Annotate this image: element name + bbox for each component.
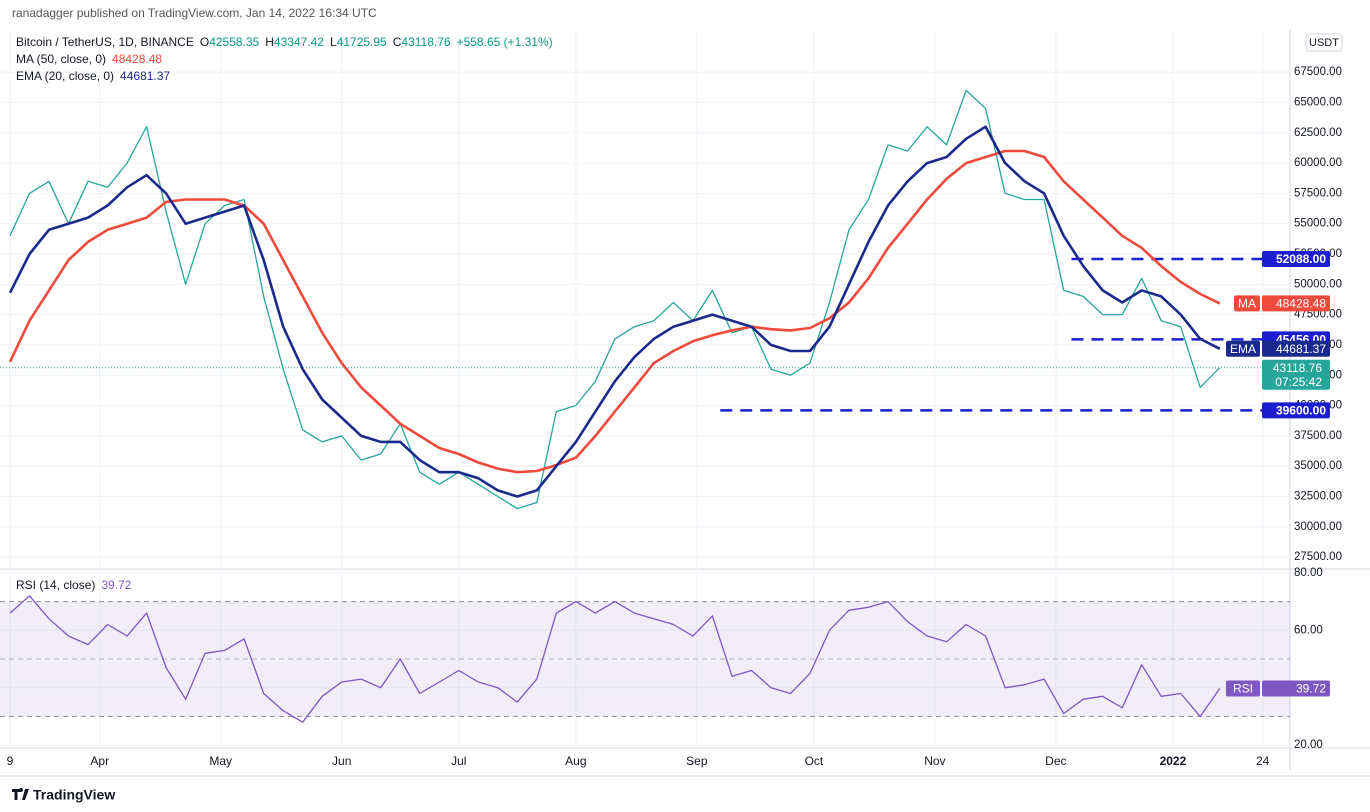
level-label: 39600.00 <box>1276 404 1326 418</box>
change: +558.65 (+1.31%) <box>456 35 553 49</box>
y-tick-label: 30000.00 <box>1294 521 1342 533</box>
y-tick-label: 62500.00 <box>1294 127 1342 139</box>
indicator-name: RSI (14, close) <box>16 578 96 592</box>
ma-legend: MA (50, close, 0) 48428.48 <box>16 52 166 66</box>
x-tick-label: Aug <box>565 754 586 768</box>
y-tick-label: 35000.00 <box>1294 460 1342 472</box>
ohlc-key: L <box>329 35 337 49</box>
value-badge <box>1262 680 1330 697</box>
x-tick-label: Jul <box>451 754 466 768</box>
published-note: ranadagger published on TradingView.com,… <box>12 6 377 20</box>
x-tick-label: Dec <box>1045 754 1066 768</box>
y-tick-label: 80.00 <box>1294 567 1323 579</box>
y-tick-label: 47500.00 <box>1294 309 1342 321</box>
ohlc-key: O <box>199 35 210 49</box>
y-tick-label: 50000.00 <box>1294 278 1342 290</box>
series-line <box>8 149 1221 474</box>
x-tick-label: 9 <box>7 754 14 768</box>
indicator-name: MA (50, close, 0) <box>16 52 107 66</box>
countdown: 07:25:42 <box>1275 375 1322 389</box>
x-tick-label: 2022 <box>1160 754 1187 768</box>
ohlc-key: C <box>392 35 402 49</box>
series-line <box>9 595 1221 723</box>
tag-badge <box>1226 340 1260 357</box>
ema-legend: EMA (20, close, 0) 44681.37 <box>16 69 174 83</box>
x-tick-label: Oct <box>805 754 824 768</box>
indicator-value: 44681.37 <box>120 69 171 83</box>
y-tick-label: 20.00 <box>1294 739 1323 751</box>
currency-label: USDT <box>1309 37 1339 49</box>
y-tick-label: 60000.00 <box>1294 157 1342 169</box>
y-tick-label: 60.00 <box>1294 624 1323 636</box>
price-label: 43118.76 <box>1273 361 1322 375</box>
price-badge <box>1262 359 1330 390</box>
value-badge <box>1262 340 1330 357</box>
tag-label: EMA <box>1230 342 1256 356</box>
y-tick-label: 57500.00 <box>1294 187 1342 199</box>
y-tick-label: 65000.00 <box>1294 96 1342 108</box>
y-tick-label: 37500.00 <box>1294 430 1342 442</box>
chart-title: Bitcoin / TetherUS, 1D, BINANCE <box>16 35 194 49</box>
y-tick-label: 32500.00 <box>1294 491 1342 503</box>
indicator-value: 48428.48 <box>112 52 163 66</box>
brand-logo <box>12 788 29 800</box>
indicator-value: 39.72 <box>101 578 132 592</box>
tag-label: RSI <box>1233 682 1253 696</box>
price-legend: Bitcoin / TetherUS, 1D, BINANCE O42558.35… <box>16 35 557 49</box>
y-tick-label: 55000.00 <box>1294 218 1342 230</box>
currency-box <box>1305 33 1343 52</box>
x-tick-label: Jun <box>332 754 351 768</box>
series-line <box>9 89 1221 510</box>
value-label: 39.72 <box>1296 682 1326 696</box>
ohlc-key: H <box>265 35 274 49</box>
level-label: 52088.00 <box>1276 252 1326 266</box>
tag-badge <box>1226 680 1260 697</box>
x-tick-label: Sep <box>686 754 708 768</box>
level-badge <box>1262 402 1330 419</box>
value-label: 44681.37 <box>1276 342 1326 356</box>
y-tick-label: 67500.00 <box>1294 66 1342 78</box>
ohlc-value: 41725.95 <box>336 35 387 49</box>
x-tick-label: Nov <box>924 754 945 768</box>
tag-label: MA <box>1238 297 1256 311</box>
value-label: 48428.48 <box>1276 297 1326 311</box>
level-badge <box>1262 251 1330 268</box>
value-badge <box>1262 295 1330 312</box>
brand-name: TradingView <box>33 787 115 803</box>
ohlc-value: 43347.42 <box>273 35 324 49</box>
ohlc-value: 43118.76 <box>401 35 451 49</box>
rsi-legend: RSI (14, close) 39.72 <box>16 578 135 592</box>
series-line <box>8 125 1221 498</box>
indicator-name: EMA (20, close, 0) <box>16 69 115 83</box>
y-tick-label: 27500.00 <box>1294 551 1342 563</box>
x-tick-label: May <box>209 754 232 768</box>
tag-badge <box>1234 295 1260 312</box>
x-tick-label: 24 <box>1256 754 1270 768</box>
x-tick-label: Apr <box>90 754 109 768</box>
ohlc-value: 42558.35 <box>209 35 260 49</box>
